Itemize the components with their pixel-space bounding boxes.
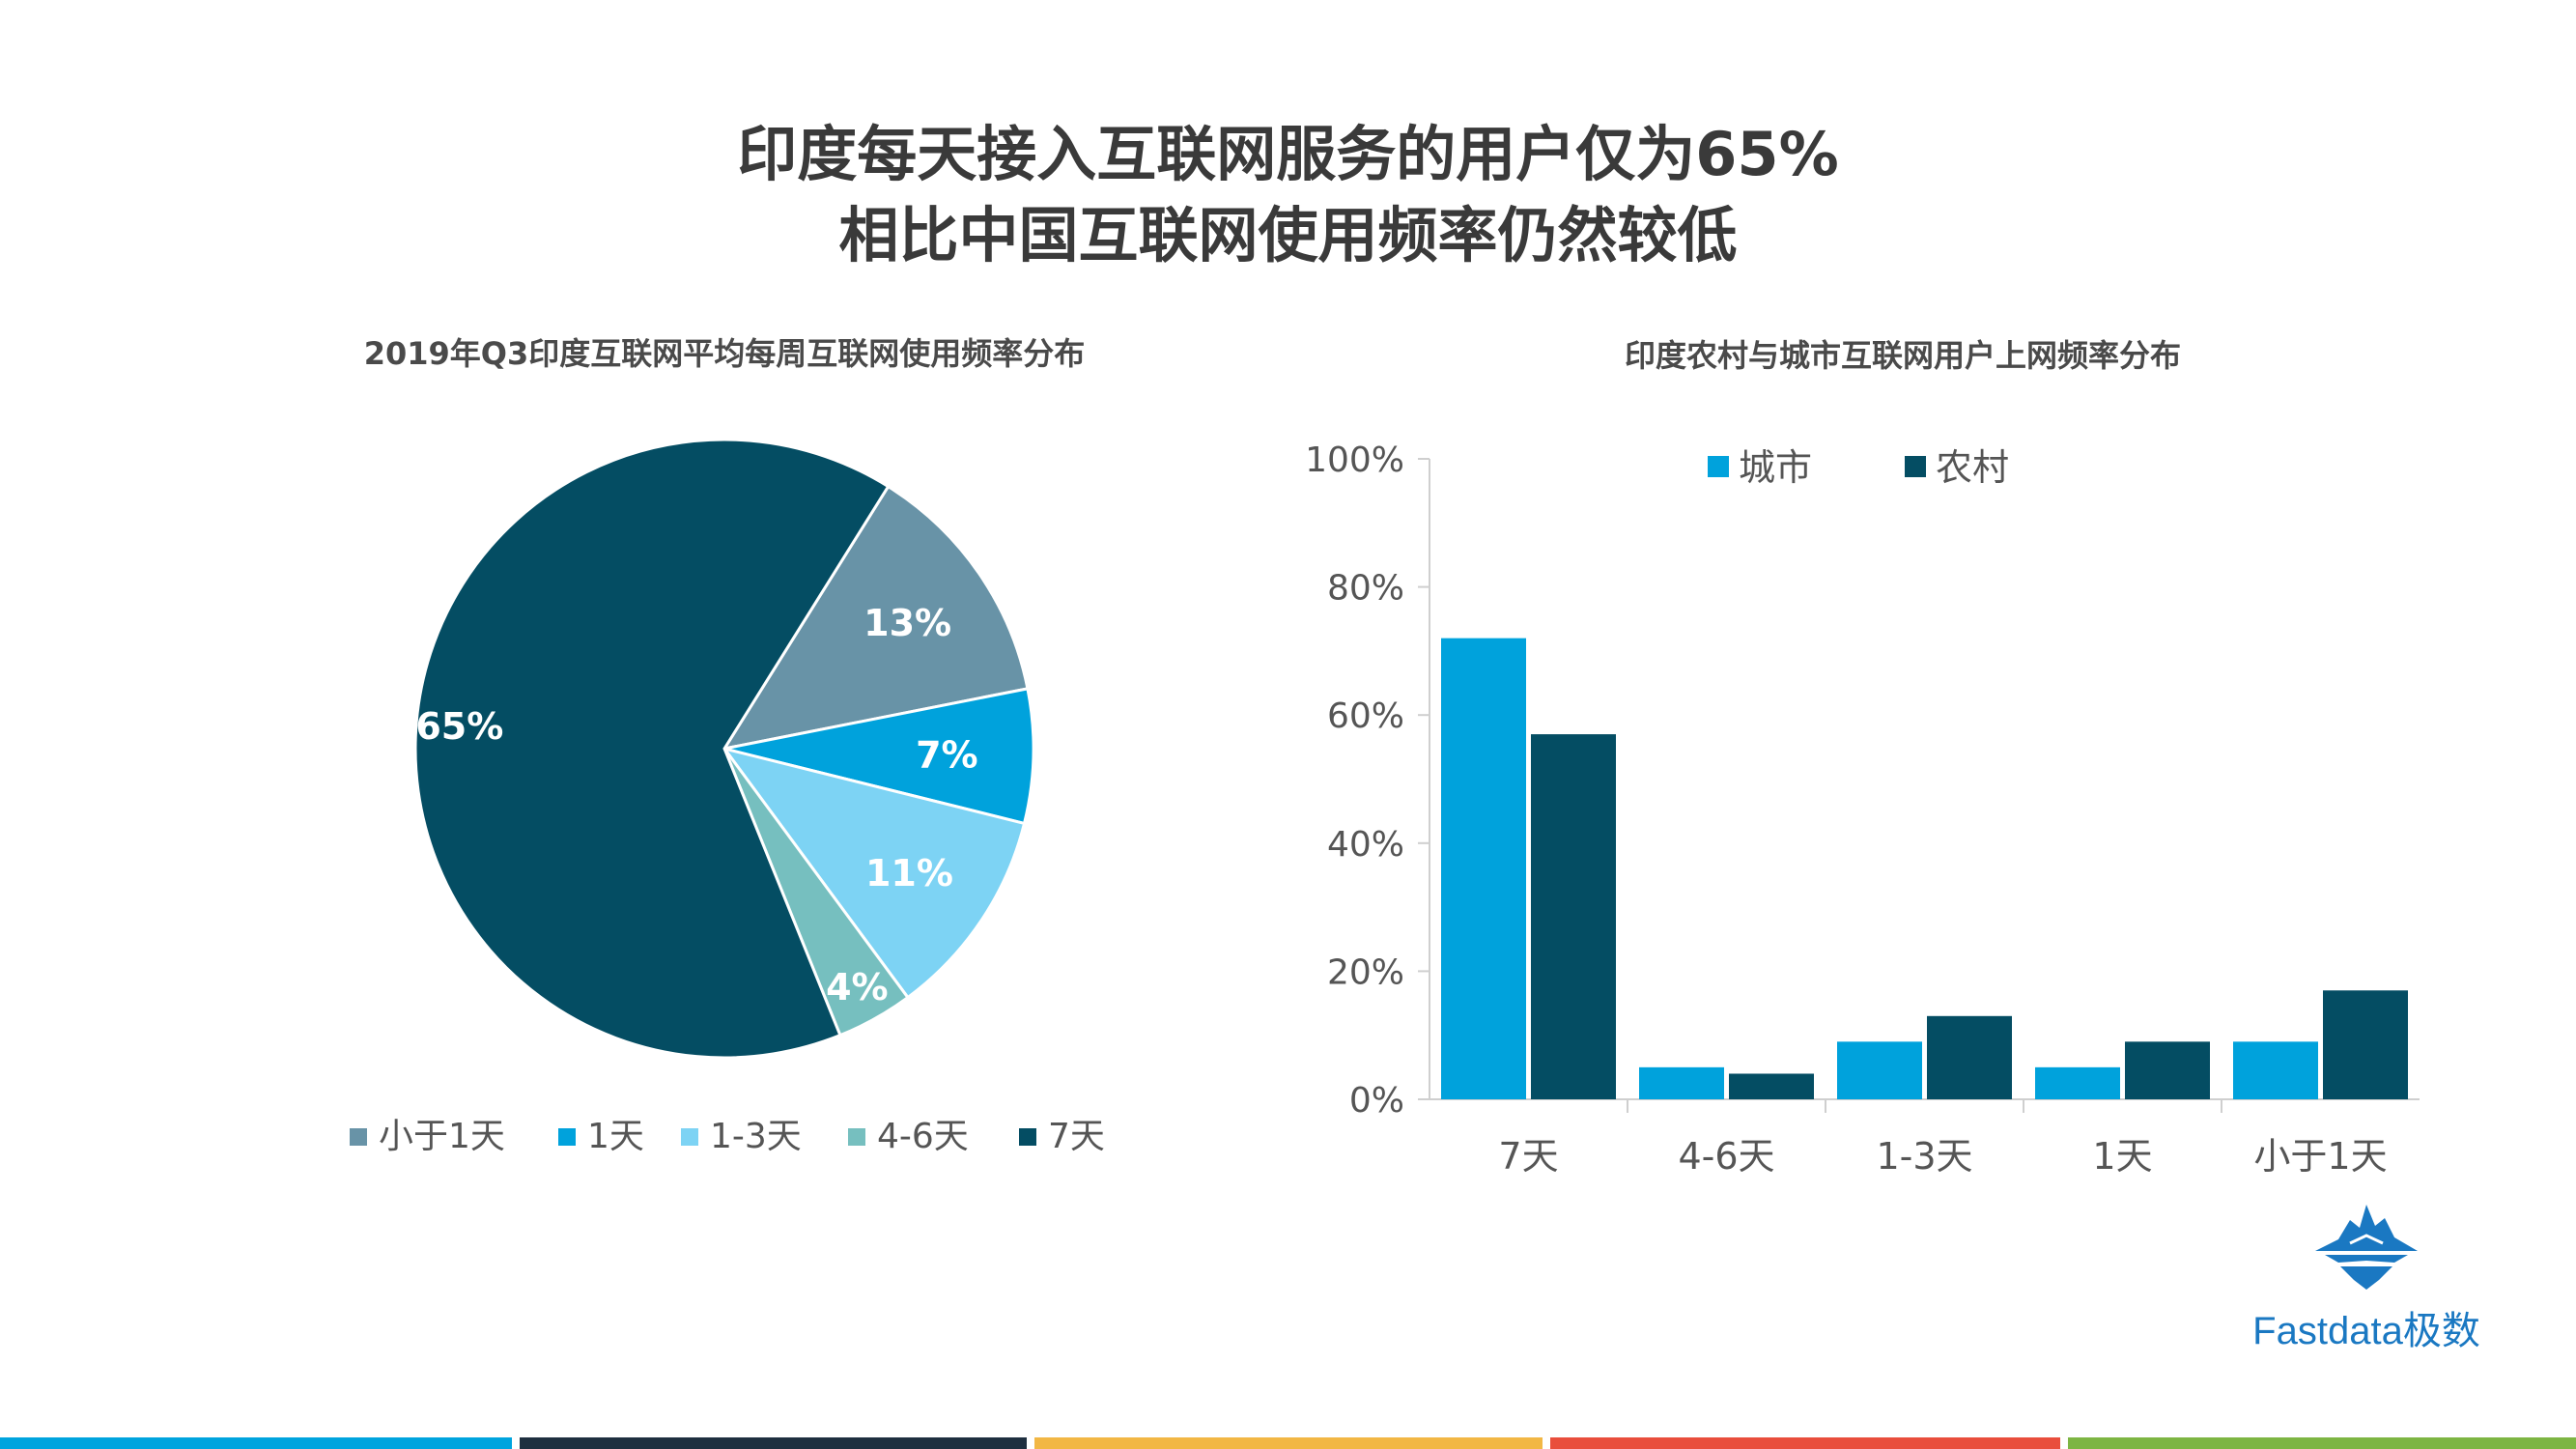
bar-1-0	[1531, 734, 1616, 1099]
pie-slice-4	[413, 438, 891, 1060]
bar-0-3	[2035, 1066, 2120, 1099]
y-tick-label-5: 100%	[1305, 440, 1404, 480]
y-tick-label-3: 60%	[1327, 696, 1404, 736]
pie-slice-label-4: 65%	[415, 705, 503, 748]
pie-legend-label-3: 4-6天	[877, 1117, 969, 1156]
pie-slice-label-0: 13%	[863, 602, 951, 644]
pie-slice-0	[721, 484, 1030, 752]
pie-chart-title: 2019年Q3印度互联网平均每周互联网使用频率分布	[363, 335, 1086, 372]
pie-legend-swatch-1	[558, 1128, 576, 1146]
bar-chart: 0% 20% 40% 60% 80% 100% 7天 4-6天 1-3天 1天 小于1天 城市 农村	[1305, 440, 2420, 1178]
pie-legend-label-4: 7天	[1048, 1117, 1105, 1156]
brand-name: Fastdata极数	[2252, 1310, 2480, 1352]
footer-stripe-3	[1034, 1437, 1543, 1449]
pie-legend-swatch-3	[848, 1128, 865, 1146]
pie-slice-1	[723, 687, 1035, 826]
pie-slice-label-1: 7%	[916, 734, 978, 777]
bar-1-1	[1729, 1073, 1814, 1099]
x-tick-label-3: 1天	[2092, 1135, 2152, 1178]
footer-stripe-2	[520, 1437, 1027, 1449]
pie-legend-label-2: 1-3天	[710, 1117, 802, 1156]
x-tick-label-2: 1-3天	[1876, 1135, 1972, 1178]
y-tick-label-1: 20%	[1327, 952, 1404, 992]
pie-legend-swatch-2	[681, 1128, 698, 1146]
bar-0-4	[2233, 1041, 2318, 1099]
bar-legend-label-1: 农村	[1936, 446, 2009, 489]
pie-legend-swatch-0	[350, 1128, 367, 1146]
x-tick-label-4: 小于1天	[2253, 1135, 2387, 1178]
footer-stripe-1	[0, 1437, 512, 1449]
footer-stripe-5	[2068, 1437, 2576, 1449]
pie-legend-label-1: 1天	[587, 1117, 644, 1156]
pie-legend-swatch-4	[1019, 1128, 1036, 1146]
bar-1-4	[2323, 990, 2408, 1099]
bar-0-0	[1441, 638, 1526, 1099]
bar-0-1	[1639, 1066, 1724, 1099]
bar-1-2	[1927, 1015, 2012, 1099]
y-tick-label-4: 80%	[1327, 569, 1404, 609]
footer-stripe-4	[1550, 1437, 2060, 1449]
bar-legend-swatch-0	[1708, 456, 1729, 477]
pie-slice-label-3: 4%	[826, 966, 889, 1009]
pie-slice-2	[721, 746, 1027, 1000]
page-title-line-2: 相比中国互联网使用频率仍然较低	[838, 200, 1738, 270]
brand-logo-icon	[2315, 1205, 2418, 1290]
bar-0-2	[1837, 1041, 1922, 1099]
y-tick-label-2: 40%	[1327, 825, 1404, 865]
x-tick-label-0: 7天	[1498, 1135, 1558, 1178]
bar-chart-title: 印度农村与城市互联网用户上网频率分布	[1624, 337, 2181, 374]
pie-chart: 13% 7% 11% 4% 65% 小于1天 1天 1-3天 4-6天 7天	[350, 438, 1105, 1156]
bar-legend-swatch-1	[1905, 456, 1926, 477]
pie-slice-label-2: 11%	[865, 852, 953, 895]
y-tick-label-0: 0%	[1349, 1081, 1404, 1121]
pie-legend-label-0: 小于1天	[379, 1117, 505, 1156]
x-tick-label-1: 4-6天	[1678, 1135, 1774, 1178]
page-title-line-1: 印度每天接入互联网服务的用户仅为65%	[737, 119, 1839, 189]
bar-legend-label-0: 城市	[1739, 446, 1812, 489]
bar-1-3	[2125, 1041, 2210, 1099]
